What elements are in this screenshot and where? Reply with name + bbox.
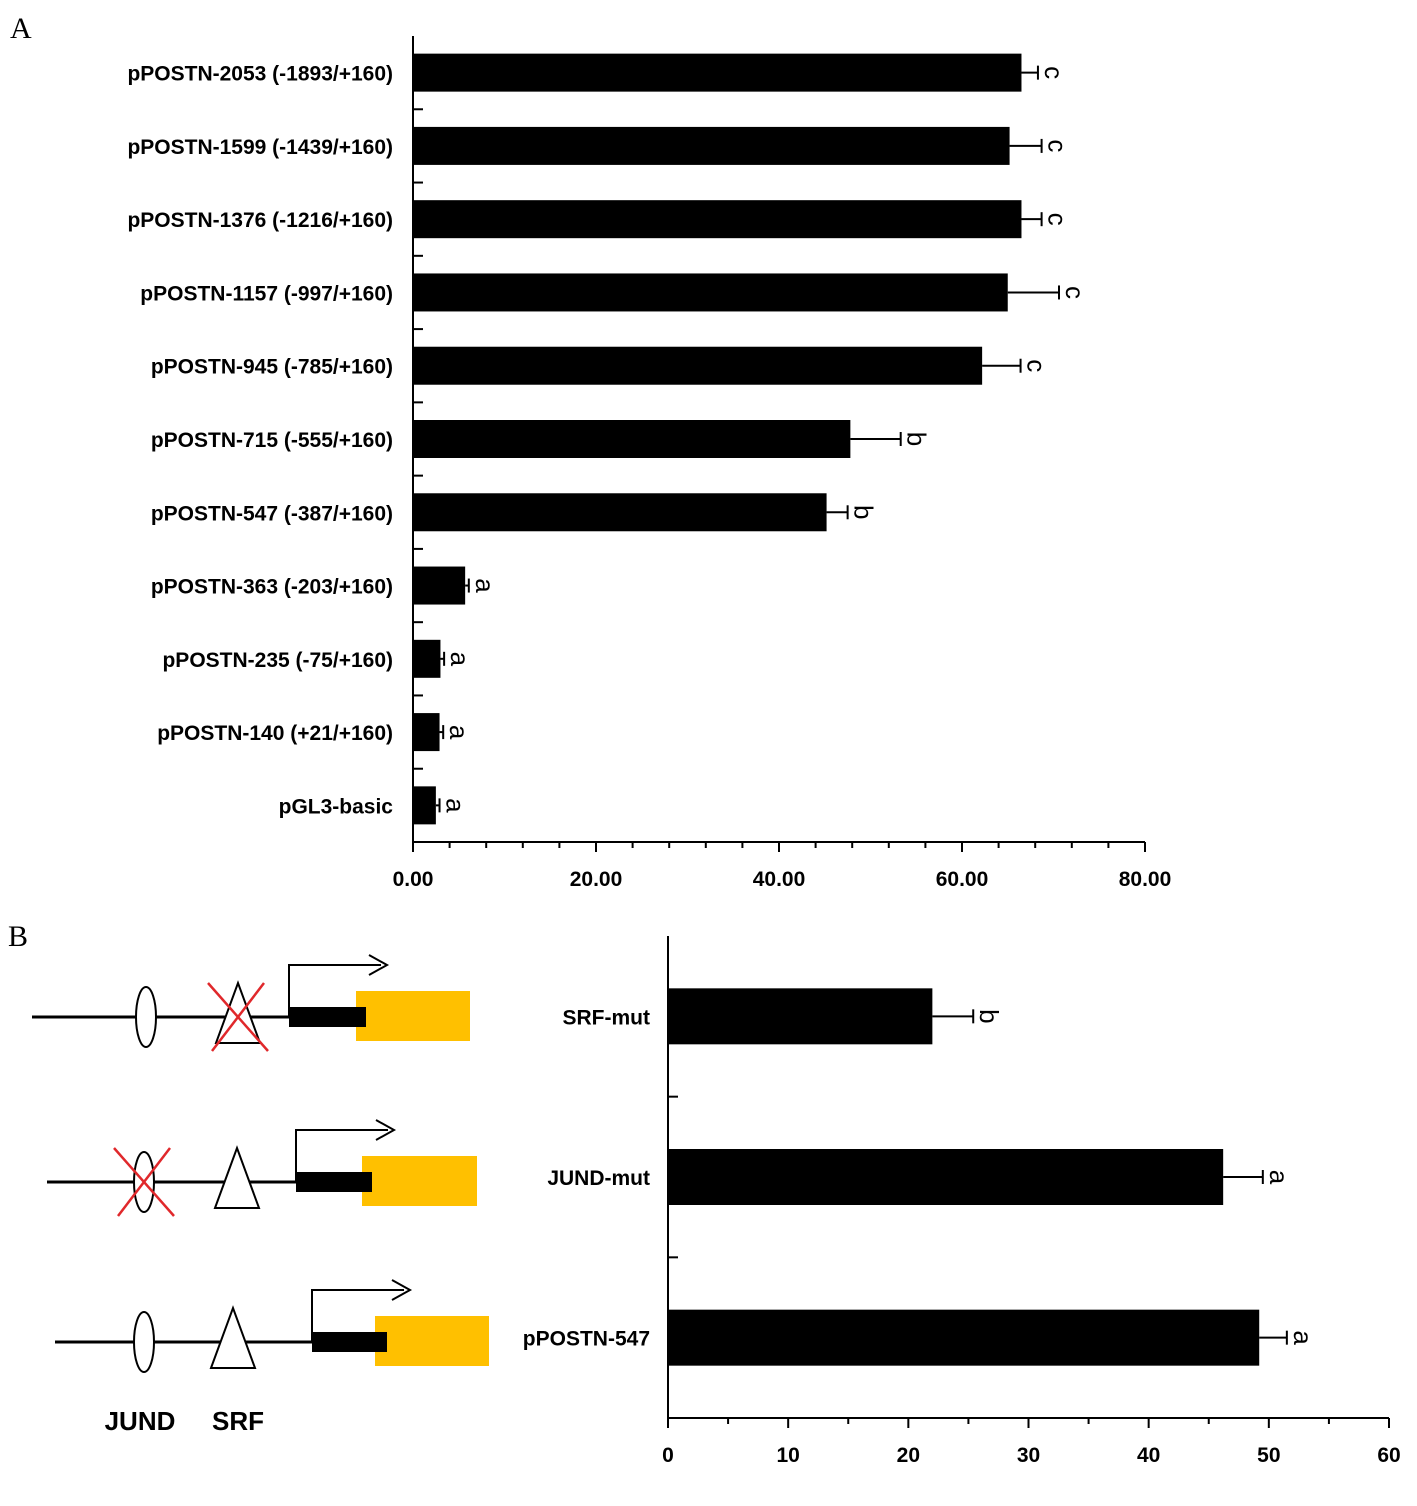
- srf-site: [213, 1145, 261, 1209]
- x-tick-label: 40: [1137, 1444, 1160, 1467]
- significance-letter: a: [441, 798, 471, 813]
- srf-label: SRF: [212, 1406, 264, 1436]
- bar: [413, 493, 827, 532]
- x-tick-label: 60: [1377, 1444, 1400, 1467]
- bar: [413, 273, 1008, 312]
- luciferase-box: [375, 1316, 489, 1366]
- bar: [413, 126, 1010, 165]
- luciferase-box: [356, 991, 470, 1041]
- bar: [413, 420, 851, 458]
- x-tick-label: 20.00: [570, 868, 623, 891]
- tss-arrow: [295, 1129, 388, 1182]
- jund-site: [135, 986, 157, 1048]
- significance-letter: c: [1022, 359, 1052, 372]
- mutation-cross: [211, 982, 265, 1052]
- significance-letter: b: [902, 432, 932, 446]
- category-label: pPOSTN-945 (-785/+160): [151, 356, 393, 379]
- x-tick-label: 30: [1017, 1444, 1040, 1467]
- chart-a: 0.00 20.00 40.00 60.00 80.00 pPOSTN-2053 (-18…: [127, 36, 1171, 891]
- tss-arrowhead: [375, 1119, 397, 1141]
- tss-arrow: [311, 1289, 404, 1342]
- category-label: pPOSTN-2053 (-1893/+160): [127, 63, 393, 86]
- tss-arrow: [288, 964, 381, 1017]
- bar: [413, 566, 466, 605]
- bar: [668, 1309, 1260, 1366]
- x-tick-label: 20: [897, 1444, 920, 1467]
- significance-letter: b: [849, 505, 879, 519]
- x-tick-label: 60.00: [936, 868, 989, 891]
- category-label: pPOSTN-715 (-555/+160): [151, 429, 393, 452]
- bar: [668, 1149, 1224, 1205]
- jund-label: JUND: [105, 1406, 176, 1436]
- luciferase-box: [362, 1156, 477, 1206]
- category-label: pGL3-basic: [279, 795, 394, 818]
- bar: [413, 639, 441, 678]
- construct-row: [55, 1279, 489, 1373]
- srf-site: [209, 1305, 257, 1369]
- exon-block: [296, 1172, 372, 1192]
- significance-letter: a: [1288, 1330, 1318, 1345]
- category-label: pPOSTN-363 (-203/+160): [151, 576, 393, 599]
- bar: [668, 988, 933, 1045]
- mutation-cross: [117, 1147, 171, 1217]
- significance-letter: a: [1264, 1170, 1294, 1185]
- x-tick-label: 40.00: [753, 868, 806, 891]
- significance-letter: a: [470, 578, 500, 593]
- category-label: pPOSTN-1376 (-1216/+160): [127, 209, 393, 232]
- x-tick-label: 80.00: [1119, 868, 1172, 891]
- promoter-diagram: JUND SRF: [32, 954, 489, 1436]
- bar: [413, 786, 436, 825]
- category-label: SRF-mut: [563, 1006, 651, 1029]
- x-tick-label: 10: [776, 1444, 799, 1467]
- significance-letter: c: [1039, 66, 1069, 79]
- category-label: pPOSTN-235 (-75/+160): [162, 649, 393, 672]
- x-tick-label: 50: [1257, 1444, 1280, 1467]
- x-tick-label: 0.00: [393, 868, 434, 891]
- bar: [413, 53, 1022, 92]
- jund-site: [133, 1311, 155, 1373]
- significance-letter: c: [1043, 213, 1073, 226]
- chart-b: 0 10 20 30 40 50 60 SRF-mut b JUND-mut a pPOSTN-547…: [523, 936, 1401, 1467]
- panel-letter-a: A: [10, 12, 32, 45]
- category-label: pPOSTN-1157 (-997/+160): [140, 282, 393, 305]
- bar: [413, 200, 1022, 239]
- bar: [413, 346, 983, 385]
- construct-row: [47, 1119, 477, 1217]
- panel-letter-b: B: [8, 920, 28, 953]
- tss-arrowhead: [368, 954, 390, 976]
- significance-letter: a: [445, 652, 475, 667]
- significance-letter: a: [444, 725, 474, 740]
- significance-letter: c: [1043, 139, 1073, 152]
- category-label: pPOSTN-547: [523, 1328, 650, 1351]
- x-tick-label: 0: [662, 1444, 674, 1467]
- bar: [413, 713, 440, 752]
- exon-block: [289, 1007, 366, 1027]
- significance-letter: c: [1060, 286, 1090, 299]
- category-label: pPOSTN-140 (+21/+160): [157, 722, 393, 745]
- significance-letter: b: [974, 1009, 1004, 1023]
- tss-arrowhead: [391, 1279, 413, 1301]
- construct-row: [32, 954, 470, 1052]
- category-label: pPOSTN-547 (-387/+160): [151, 502, 393, 525]
- category-label: pPOSTN-1599 (-1439/+160): [127, 136, 393, 159]
- exon-block: [312, 1332, 387, 1352]
- category-label: JUND-mut: [547, 1167, 650, 1190]
